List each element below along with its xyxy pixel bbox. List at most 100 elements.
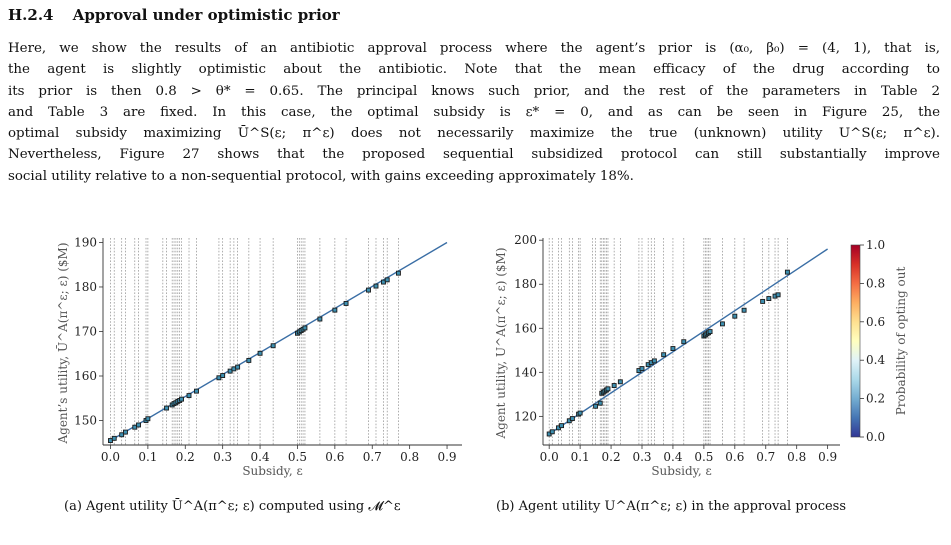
x-tick-label: 0.9 bbox=[437, 450, 456, 464]
colorbar-label: Probability of opting out bbox=[894, 267, 908, 416]
data-point bbox=[384, 277, 390, 283]
data-point bbox=[179, 396, 184, 402]
data-point bbox=[775, 292, 781, 298]
x-tick-label: 0.1 bbox=[571, 450, 590, 464]
data-point bbox=[617, 379, 623, 385]
colorbar-tick-label: 1.0 bbox=[866, 238, 885, 252]
data-point bbox=[246, 357, 252, 363]
data-point bbox=[732, 313, 738, 319]
paragraph-line: Here, we show the results of an antibiot… bbox=[8, 41, 940, 56]
data-point bbox=[186, 393, 192, 399]
data-point bbox=[373, 283, 379, 289]
chart-b: 0.0 0.1 0.2 0.3 0.4 0.5 0.6 0.7 0.8 0.9 120 140 160 1… bbox=[494, 233, 840, 478]
data-point bbox=[760, 298, 766, 304]
colorbar-tick-label: 0.6 bbox=[866, 315, 885, 329]
x-tick-label: 0.0 bbox=[101, 450, 120, 464]
x-tick-label: 0.2 bbox=[602, 450, 621, 464]
body-paragraph: Here, we show the results of an antibiot… bbox=[8, 38, 940, 187]
data-point bbox=[670, 346, 676, 351]
paragraph-line: and Table 3 are fixed. In this case, the… bbox=[8, 104, 940, 120]
y-axis-label: Agent utility, U^A(π^ε; ε) ($M) bbox=[494, 247, 508, 439]
colorbar-tick-label: 0.8 bbox=[866, 276, 885, 290]
data-point bbox=[661, 352, 667, 358]
data-point bbox=[302, 325, 308, 331]
colorbar-gradient bbox=[850, 244, 861, 438]
data-point bbox=[257, 350, 263, 356]
x-tick-label: 0.4 bbox=[663, 450, 682, 464]
paragraph-line: the agent is slightly optimistic about t… bbox=[8, 62, 940, 78]
data-point bbox=[639, 366, 645, 372]
y-tick-label: 150 bbox=[74, 414, 97, 428]
data-point bbox=[784, 269, 790, 275]
colorbar-tick-label: 0.4 bbox=[866, 353, 885, 367]
paragraph-line: its prior is then 0.8 > θ* = 0.65. The p… bbox=[8, 83, 940, 99]
section-title: Approval under optimistic prior bbox=[72, 6, 340, 24]
x-tick-label: 0.2 bbox=[176, 450, 195, 464]
data-point bbox=[651, 358, 657, 364]
data-point bbox=[164, 405, 170, 411]
paragraph-line: optimal subsidy maximizing Ū^S(ε; π^ε) d… bbox=[8, 126, 940, 142]
data-point bbox=[145, 416, 151, 422]
x-tick-label: 0.1 bbox=[138, 450, 157, 464]
chart-a: 0.0 0.1 0.2 0.3 0.4 0.5 0.6 0.7 0.8 0.9 150 160 170 1… bbox=[55, 235, 462, 478]
y-axis-label: Agent’s utility, Ū^A(π^ε; ε) ($M) bbox=[55, 242, 70, 444]
data-point bbox=[559, 423, 565, 429]
section-number: H.2.4 bbox=[8, 6, 54, 24]
x-tick-label: 0.8 bbox=[400, 450, 419, 464]
data-point bbox=[719, 321, 725, 327]
y-tick-label: 190 bbox=[74, 235, 97, 249]
data-point bbox=[194, 388, 199, 394]
section-heading: H.2.4 Approval under optimistic prior bbox=[8, 6, 340, 24]
data-point bbox=[549, 429, 555, 435]
x-tick-label: 0.7 bbox=[756, 450, 775, 464]
data-point bbox=[741, 307, 747, 313]
x-tick-label: 0.9 bbox=[818, 450, 837, 464]
data-point bbox=[707, 329, 713, 335]
paragraph-line: social utility relative to a non-sequent… bbox=[8, 168, 634, 184]
caption-b: (b) Agent utility U^A(π^ε; ε) in the app… bbox=[496, 499, 847, 514]
y-tick-label: 200 bbox=[514, 233, 537, 247]
data-point bbox=[597, 400, 603, 406]
y-tick-label: 160 bbox=[74, 369, 97, 383]
data-point bbox=[605, 386, 611, 392]
x-tick-label: 0.5 bbox=[694, 450, 713, 464]
data-point bbox=[119, 432, 125, 438]
colorbar-tick-label: 0.2 bbox=[866, 392, 885, 406]
data-point bbox=[766, 296, 772, 302]
x-tick-label: 0.3 bbox=[632, 450, 651, 464]
caption-a: (a) Agent utility Ū^A(π^ε; ε) computed u… bbox=[64, 499, 401, 514]
x-tick-label: 0.3 bbox=[213, 450, 232, 464]
data-point bbox=[235, 364, 241, 370]
data-point bbox=[681, 339, 687, 345]
x-tick-label: 0.6 bbox=[325, 450, 344, 464]
x-tick-label: 0.0 bbox=[540, 450, 559, 464]
data-point bbox=[593, 403, 599, 409]
data-point bbox=[111, 435, 117, 441]
x-tick-label: 0.7 bbox=[363, 450, 382, 464]
data-point bbox=[395, 270, 401, 276]
data-point bbox=[317, 316, 323, 322]
x-tick-label: 0.4 bbox=[251, 450, 270, 464]
utility-line bbox=[548, 248, 828, 435]
x-tick-label: 0.8 bbox=[787, 450, 806, 464]
data-point bbox=[569, 416, 575, 422]
x-axis-label: Subsidy, ε bbox=[242, 464, 302, 478]
data-point bbox=[343, 300, 349, 306]
colorbar-tick-label: 0.0 bbox=[866, 430, 885, 444]
data-point bbox=[122, 429, 128, 435]
x-tick-label: 0.6 bbox=[725, 450, 744, 464]
y-tick-label: 180 bbox=[514, 277, 537, 291]
data-point bbox=[611, 383, 617, 388]
colorbar: 0.0 0.2 0.4 0.6 0.8 1.0 Probability of opting … bbox=[850, 238, 908, 444]
x-axis-label: Subsidy, ε bbox=[651, 464, 711, 478]
x-tick-label: 0.5 bbox=[288, 450, 307, 464]
data-point bbox=[577, 410, 583, 416]
y-tick-label: 180 bbox=[74, 280, 97, 294]
y-tick-label: 140 bbox=[514, 365, 537, 379]
data-point bbox=[270, 343, 276, 349]
y-tick-label: 160 bbox=[514, 321, 537, 335]
data-point bbox=[332, 307, 338, 313]
data-point bbox=[366, 287, 371, 293]
y-tick-label: 120 bbox=[514, 409, 537, 423]
